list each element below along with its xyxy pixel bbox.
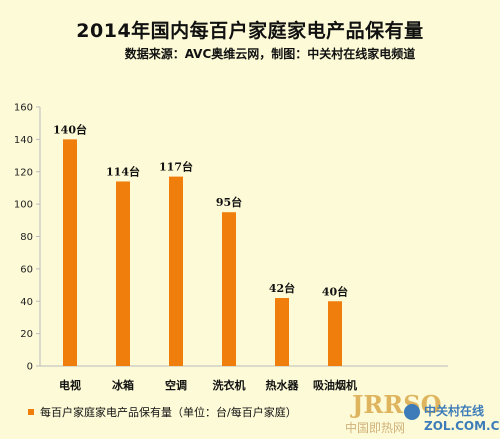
x-tick-label: 热水器 bbox=[266, 378, 300, 392]
watermark-logo: JRRSO bbox=[350, 390, 441, 419]
chart-data-labels: 140台 114台 117台 95台 42台 40台 bbox=[53, 122, 348, 298]
data-label: 40台 bbox=[322, 284, 348, 298]
data-label: 95台 bbox=[216, 195, 242, 209]
watermark: JRRSO 中国即热网 中关村在线 ZOL.COM.CN bbox=[345, 390, 500, 435]
zol-logo-icon bbox=[404, 404, 420, 420]
y-tick-label: 20 bbox=[20, 329, 33, 340]
y-tick-label: 40 bbox=[20, 297, 33, 308]
legend-label: 每百户家庭家电产品保有量（单位：台/每百户家庭） bbox=[40, 405, 297, 419]
y-tick-label: 60 bbox=[20, 264, 33, 275]
y-tick-label: 140 bbox=[14, 135, 33, 146]
chart-legend: 每百户家庭家电产品保有量（单位：台/每百户家庭） bbox=[28, 405, 297, 419]
bar bbox=[169, 176, 183, 366]
x-tick-label: 空调 bbox=[165, 378, 187, 392]
y-tick-label: 80 bbox=[20, 232, 33, 243]
y-tick-label: 0 bbox=[27, 362, 33, 373]
watermark-site-url: ZOL.COM.CN bbox=[424, 419, 500, 433]
x-tick-label: 洗衣机 bbox=[213, 378, 246, 392]
chart-subtitle: 数据来源：AVC奥维云网，制图：中关村在线家电频道 bbox=[124, 47, 416, 61]
chart-bars bbox=[63, 139, 342, 366]
data-label: 114台 bbox=[106, 164, 140, 178]
data-label: 42台 bbox=[269, 281, 295, 295]
y-tick-label: 160 bbox=[14, 103, 33, 114]
bar bbox=[63, 139, 77, 366]
chart-title: 2014年国内每百户家庭家电产品保有量 bbox=[76, 20, 424, 42]
x-tick-label: 电视 bbox=[59, 378, 81, 392]
bar bbox=[116, 181, 130, 366]
bar bbox=[222, 212, 236, 366]
data-label: 140台 bbox=[53, 122, 87, 136]
chart-axes bbox=[39, 107, 448, 367]
bar bbox=[328, 301, 342, 366]
x-tick-label: 吸油烟机 bbox=[313, 378, 357, 392]
data-label: 117台 bbox=[159, 160, 193, 174]
watermark-caption: 中国即热网 bbox=[345, 420, 405, 435]
y-tick-label: 100 bbox=[14, 200, 33, 211]
y-tick-label: 120 bbox=[14, 167, 33, 178]
watermark-site-cn: 中关村在线 bbox=[424, 403, 484, 418]
chart-x-ticks: 电视 冰箱 空调 洗衣机 热水器 吸油烟机 bbox=[59, 378, 357, 392]
bar bbox=[275, 298, 289, 366]
x-tick-label: 冰箱 bbox=[112, 378, 134, 392]
chart-y-ticks: 0 20 40 60 80 100 120 140 160 bbox=[14, 103, 40, 373]
legend-swatch bbox=[28, 409, 34, 415]
